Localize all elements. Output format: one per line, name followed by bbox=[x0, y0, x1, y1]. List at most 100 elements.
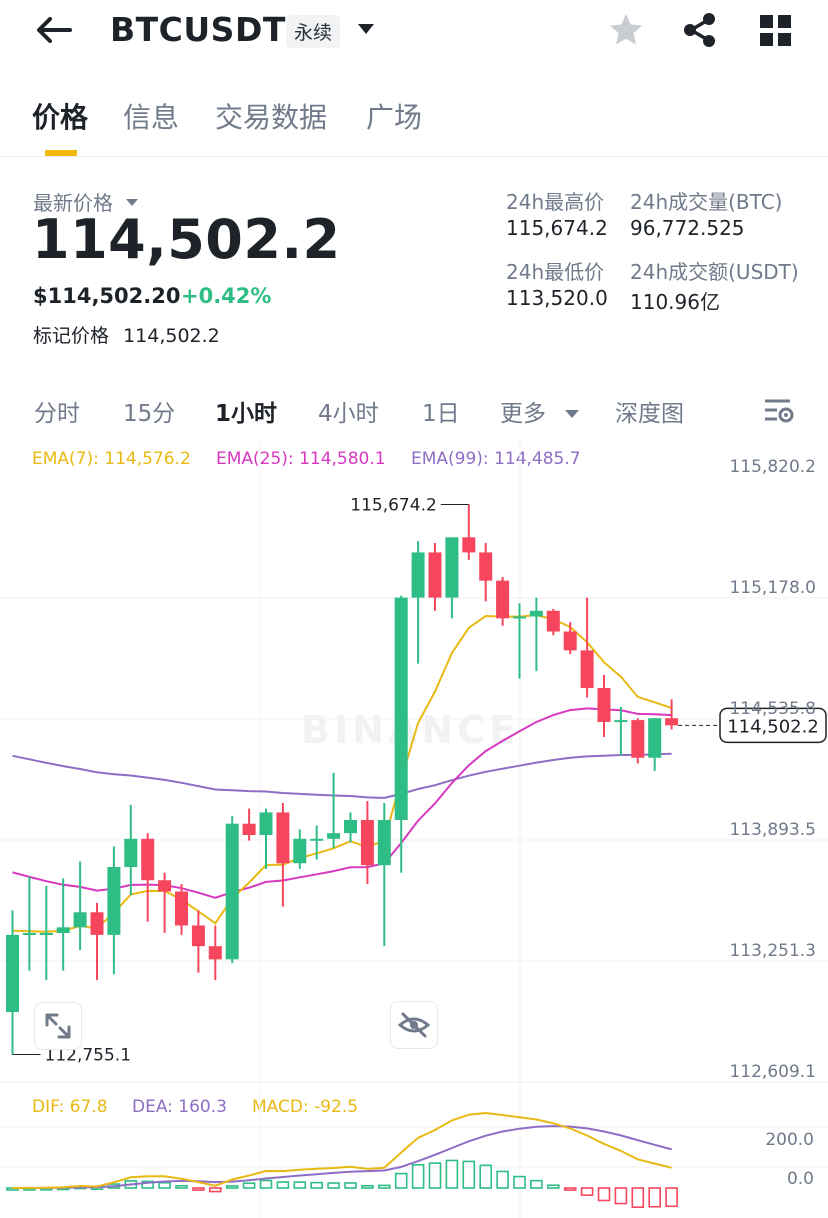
high-marker-label: 115,674.2 bbox=[350, 496, 437, 516]
candle-body bbox=[259, 812, 273, 836]
macd-dea-legend: DEA: 160.3 bbox=[132, 1097, 227, 1117]
tab-info[interactable]: 信息 bbox=[123, 101, 180, 134]
volume-btc-label: 24h成交量(BTC) bbox=[630, 190, 783, 214]
macd-histogram-bar bbox=[648, 1187, 662, 1208]
candle-body bbox=[344, 819, 357, 834]
macd-histogram-bar bbox=[597, 1187, 611, 1202]
chart-settings-button[interactable] bbox=[762, 394, 796, 426]
hide-indicators-button[interactable] bbox=[390, 1001, 438, 1049]
macd-histogram-bar bbox=[411, 1163, 425, 1189]
header: BTCUSDT 永续 bbox=[0, 0, 828, 64]
candle-body bbox=[141, 838, 155, 881]
candle-body bbox=[394, 597, 408, 820]
candle-body bbox=[56, 927, 70, 933]
caret-down-icon bbox=[565, 410, 580, 418]
macd-histogram-bar bbox=[242, 1182, 256, 1189]
back-button[interactable] bbox=[30, 10, 78, 50]
candle-body bbox=[276, 812, 290, 864]
macd-histogram-bar bbox=[158, 1181, 171, 1189]
ema25-legend: EMA(25): 114,580.1 bbox=[216, 449, 386, 469]
macd-histogram-bar bbox=[310, 1181, 324, 1189]
interval-1h[interactable]: 1小时 bbox=[215, 401, 278, 427]
interval-1d[interactable]: 1日 bbox=[422, 401, 460, 427]
chart-settings-icon bbox=[765, 399, 794, 423]
tab-divider bbox=[0, 156, 828, 157]
candle-body bbox=[175, 891, 188, 926]
macd-histogram-bar bbox=[175, 1184, 188, 1189]
candle-body bbox=[445, 537, 459, 598]
macd-histogram-bar bbox=[445, 1159, 459, 1189]
tab-square[interactable]: 广场 bbox=[366, 101, 423, 134]
last-price: 114,502.2 bbox=[32, 208, 341, 271]
low-24h-label: 24h最低价 bbox=[506, 260, 605, 284]
candle-body bbox=[529, 610, 543, 617]
candle-body bbox=[496, 580, 510, 619]
last-price-tag-label: 114,502.2 bbox=[727, 716, 819, 737]
candle-body bbox=[360, 819, 374, 866]
macd-histogram-bar bbox=[293, 1181, 307, 1189]
interval-15m[interactable]: 15分 bbox=[123, 401, 176, 427]
price-axis-label: 114,535.8 bbox=[729, 699, 816, 719]
candle-body bbox=[158, 880, 172, 892]
macd-dif-line bbox=[12, 1111, 672, 1189]
star-icon bbox=[610, 14, 642, 45]
candlestick-chart[interactable]: BINANCE 115,674.2 112,755.1 114,502.2 115,… bbox=[0, 440, 828, 1082]
macd-histogram-bar bbox=[428, 1162, 442, 1189]
candle-body bbox=[462, 537, 476, 553]
interval-4h[interactable]: 4小时 bbox=[318, 401, 379, 427]
candle-body bbox=[377, 819, 391, 866]
share-button[interactable] bbox=[680, 10, 720, 50]
high-24h-value: 115,674.2 bbox=[506, 216, 608, 240]
candle-body bbox=[310, 838, 324, 841]
macd-histogram-bar bbox=[563, 1187, 577, 1191]
candle-body bbox=[327, 833, 341, 839]
mark-price-row: 标记价格 114,502.2 bbox=[33, 321, 220, 348]
contract-type-badge[interactable]: 永续 bbox=[286, 15, 341, 48]
macd-histogram-bar bbox=[513, 1175, 526, 1189]
macd-indicator-chart[interactable]: 200.0 0.0 bbox=[0, 1082, 828, 1218]
candle-body bbox=[563, 631, 577, 651]
candle-body bbox=[479, 552, 493, 581]
tab-trading-data[interactable]: 交易数据 bbox=[215, 101, 328, 134]
macd-axis-label-200: 200.0 bbox=[765, 1130, 814, 1150]
grid-icon bbox=[760, 15, 791, 46]
candle-body bbox=[428, 552, 442, 598]
macd-histogram-bar bbox=[496, 1170, 509, 1189]
fullscreen-button[interactable] bbox=[34, 1002, 82, 1050]
latest-price-label: 最新价格 bbox=[33, 191, 113, 215]
favorite-button[interactable] bbox=[606, 10, 646, 50]
volume-btc-value: 96,772.525 bbox=[630, 216, 745, 240]
volume-usdt-label: 24h成交额(USDT) bbox=[630, 260, 799, 284]
ema7-line bbox=[12, 614, 672, 933]
volume-usdt-value: 110.96亿 bbox=[630, 290, 720, 314]
candle-body bbox=[631, 720, 645, 758]
interval-depth-chart[interactable]: 深度图 bbox=[615, 401, 684, 427]
symbol-title[interactable]: BTCUSDT bbox=[110, 10, 286, 49]
ema25-line bbox=[12, 707, 672, 899]
macd-histogram-bar bbox=[665, 1187, 678, 1208]
candle-body bbox=[39, 932, 53, 935]
apps-button[interactable] bbox=[756, 10, 796, 50]
macd-dea-line bbox=[12, 1125, 672, 1189]
candle-body bbox=[614, 720, 628, 723]
ema99-line bbox=[12, 752, 672, 799]
candle-body bbox=[225, 823, 239, 960]
candle-body bbox=[6, 934, 19, 1013]
interval-timeline[interactable]: 分时 bbox=[34, 401, 80, 427]
macd-histogram-bar bbox=[530, 1179, 543, 1189]
candle-body bbox=[580, 650, 594, 689]
ema7-legend: EMA(7): 114,576.2 bbox=[32, 449, 191, 469]
candle-body bbox=[191, 925, 205, 947]
candle-body bbox=[546, 610, 560, 632]
interval-more[interactable]: 更多 bbox=[500, 394, 581, 428]
symbol-dropdown-button[interactable] bbox=[354, 18, 378, 40]
price-axis-label: 115,820.2 bbox=[729, 457, 816, 477]
macd-histogram-bar bbox=[209, 1187, 222, 1193]
tab-price[interactable]: 价格 bbox=[32, 101, 89, 134]
macd-histogram-bar bbox=[259, 1179, 273, 1189]
latest-price-selector[interactable]: 最新价格 bbox=[33, 187, 140, 216]
macd-histogram-bar bbox=[377, 1184, 391, 1189]
candle-body bbox=[411, 552, 425, 598]
macd-histogram-bar bbox=[462, 1160, 476, 1189]
usd-price: $114,502.20 bbox=[33, 284, 181, 308]
